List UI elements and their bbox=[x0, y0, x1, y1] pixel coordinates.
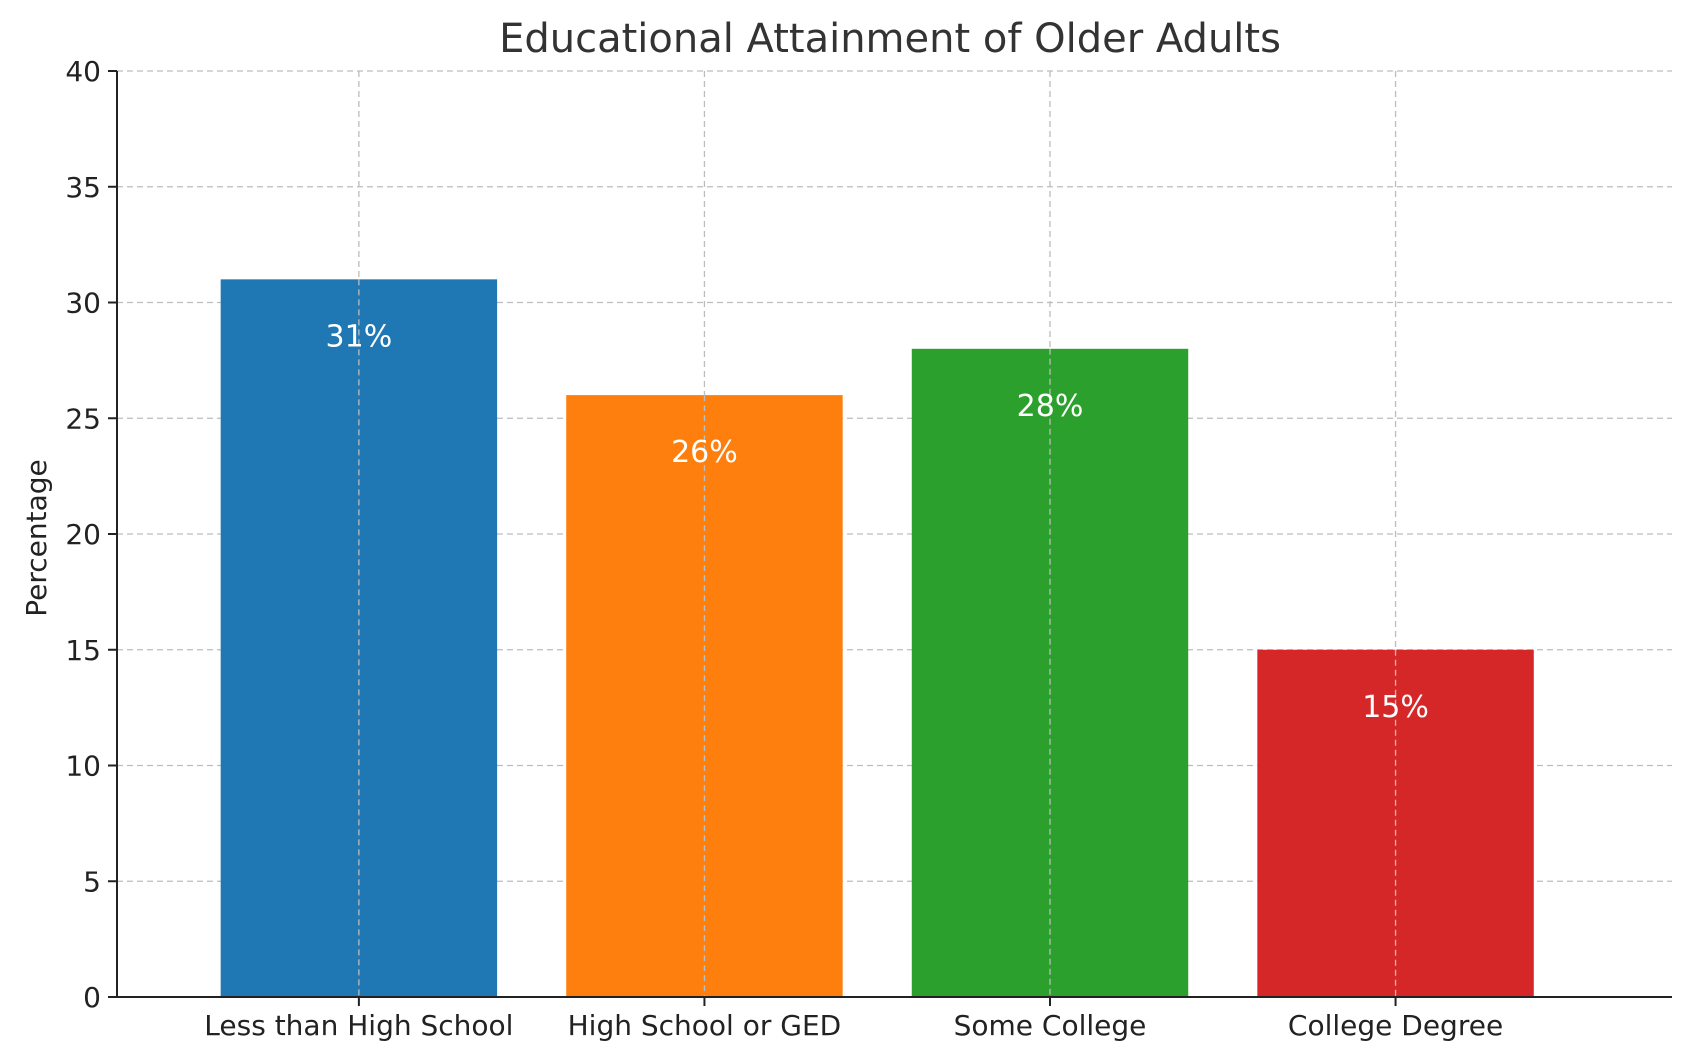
y-axis-label: Percentage bbox=[20, 459, 53, 617]
axes: 0 5 10 15 20 25 30 35 40 Less than High School Hig… bbox=[65, 55, 1672, 1042]
y-tick-label: 10 bbox=[65, 750, 101, 783]
bars: 31% 26% 28% 15% bbox=[220, 279, 1534, 998]
chart-title: Educational Attainment of Older Adults bbox=[499, 16, 1281, 62]
x-tick-label: College Degree bbox=[1288, 1009, 1503, 1042]
y-tick-label: 25 bbox=[65, 402, 101, 435]
bar-value-label: 15% bbox=[1362, 690, 1429, 725]
x-tick-label: High School or GED bbox=[568, 1009, 842, 1042]
y-tick-label: 0 bbox=[83, 981, 101, 1014]
x-tick-label: Some College bbox=[954, 1009, 1147, 1042]
y-tick-label: 15 bbox=[65, 634, 101, 667]
bar-value-label: 31% bbox=[326, 319, 393, 354]
y-tick-label: 5 bbox=[83, 865, 101, 898]
y-tick-label: 35 bbox=[65, 171, 101, 204]
y-tick-label: 20 bbox=[65, 518, 101, 551]
y-tick-label: 40 bbox=[65, 55, 101, 88]
x-tick-label: Less than High School bbox=[204, 1009, 513, 1042]
bar bbox=[220, 279, 498, 998]
y-tick-label: 30 bbox=[65, 287, 101, 320]
bar-value-label: 28% bbox=[1017, 389, 1084, 424]
bar-value-label: 26% bbox=[671, 435, 738, 470]
